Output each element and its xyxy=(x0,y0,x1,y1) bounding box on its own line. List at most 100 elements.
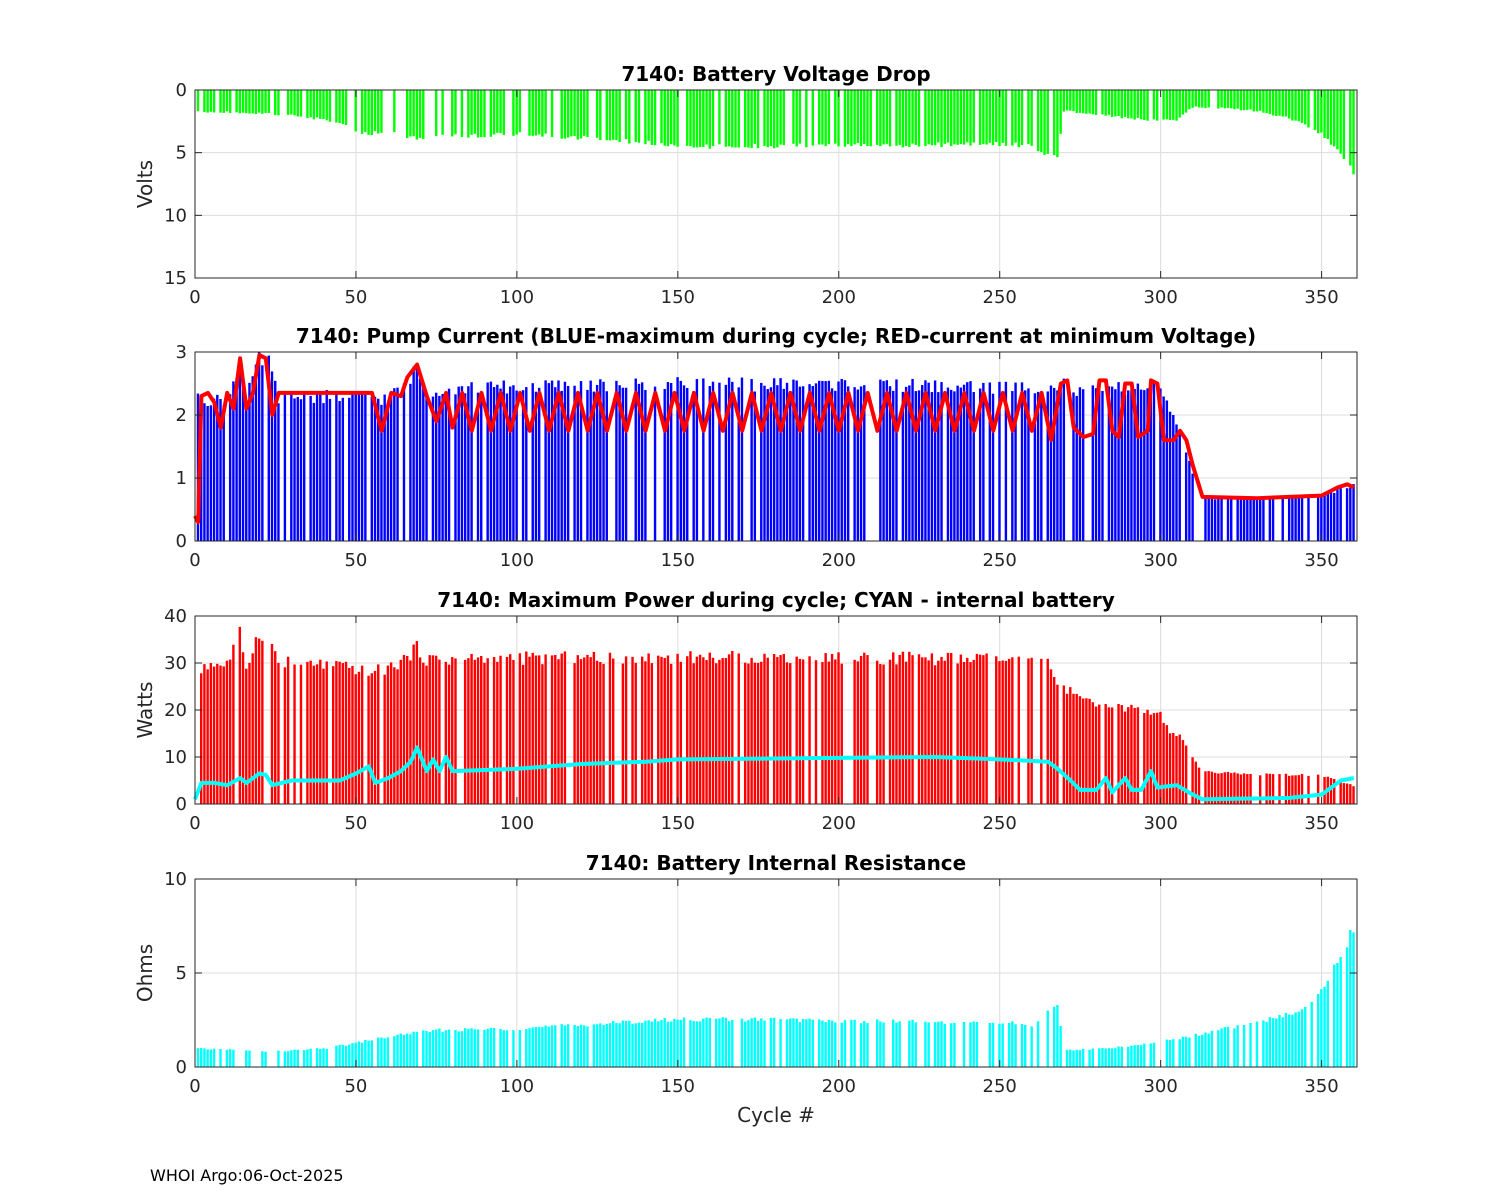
bar xyxy=(1336,90,1339,150)
bar xyxy=(1101,390,1104,541)
bar xyxy=(798,1022,802,1067)
bar xyxy=(969,90,972,146)
bar xyxy=(1339,488,1342,541)
bar xyxy=(454,1030,457,1067)
bar xyxy=(808,1018,811,1067)
bar xyxy=(1252,90,1255,112)
bar xyxy=(380,404,383,541)
bar xyxy=(319,1048,322,1067)
bar xyxy=(1094,90,1098,116)
bar xyxy=(1104,1048,1107,1067)
chart-title: 7140: Battery Voltage Drop xyxy=(621,62,930,86)
bar xyxy=(814,383,818,541)
x-tick-label: 200 xyxy=(822,550,856,571)
bar xyxy=(370,396,374,541)
bar xyxy=(856,661,860,804)
bar xyxy=(402,383,406,541)
y-tick-label: 30 xyxy=(164,653,187,674)
bar xyxy=(1104,90,1107,116)
bar xyxy=(605,391,608,541)
bar xyxy=(1078,387,1082,541)
bar xyxy=(270,371,274,541)
bar xyxy=(679,661,683,804)
bar xyxy=(480,655,483,804)
bar xyxy=(431,655,435,804)
bar xyxy=(612,1021,615,1067)
bar xyxy=(335,661,338,804)
bar xyxy=(1230,773,1233,804)
bar xyxy=(1316,90,1320,134)
bar xyxy=(206,1049,209,1067)
bar xyxy=(338,661,341,804)
bar xyxy=(924,1021,927,1067)
bar xyxy=(1139,1045,1143,1067)
x-tick-label: 0 xyxy=(189,550,200,571)
bar xyxy=(389,394,393,541)
bar xyxy=(624,387,628,541)
bar xyxy=(1320,989,1323,1067)
bar xyxy=(1304,90,1307,125)
bar xyxy=(325,661,328,804)
bar xyxy=(698,1021,702,1067)
bar xyxy=(653,386,657,541)
bar xyxy=(882,381,885,541)
bar xyxy=(277,662,280,804)
bar xyxy=(1223,90,1226,109)
bar xyxy=(634,90,637,143)
bar xyxy=(351,665,354,804)
bar xyxy=(1088,90,1091,114)
bar xyxy=(544,1025,547,1067)
bar xyxy=(1085,90,1088,114)
bar xyxy=(1110,1048,1114,1067)
bar xyxy=(528,90,531,136)
bar xyxy=(1094,706,1098,804)
bar xyxy=(1236,497,1239,541)
bar xyxy=(660,656,663,804)
bar xyxy=(1249,90,1252,110)
bar xyxy=(1226,90,1230,109)
x-tick-label: 100 xyxy=(500,550,534,571)
bar xyxy=(364,90,367,133)
bar xyxy=(772,654,776,804)
bar xyxy=(518,653,522,804)
bar xyxy=(776,90,779,148)
bar xyxy=(914,1022,917,1067)
bar xyxy=(470,653,473,804)
x-tick-label: 300 xyxy=(1143,287,1177,308)
bar xyxy=(1127,1046,1130,1067)
bar xyxy=(1297,90,1301,122)
x-tick-label: 200 xyxy=(822,287,856,308)
bar xyxy=(827,661,831,804)
bar xyxy=(1149,1043,1152,1067)
bar xyxy=(248,662,251,804)
bar xyxy=(904,661,908,804)
bar xyxy=(805,1019,808,1067)
bar xyxy=(299,90,303,117)
bar xyxy=(434,655,438,804)
bar xyxy=(325,90,328,121)
bar xyxy=(412,366,415,541)
bar xyxy=(640,656,644,804)
bar xyxy=(615,1022,618,1067)
bar xyxy=(541,90,544,137)
bar xyxy=(692,663,695,804)
bar xyxy=(827,380,831,541)
bar xyxy=(1091,702,1095,804)
bar xyxy=(1262,499,1265,541)
bar xyxy=(467,386,470,541)
bar xyxy=(299,664,303,804)
chart-title: 7140: Battery Internal Resistance xyxy=(586,851,966,875)
bar xyxy=(747,90,750,148)
bar xyxy=(1056,90,1059,158)
bar xyxy=(850,90,853,146)
bar xyxy=(583,1025,586,1067)
bar xyxy=(377,398,380,541)
bar xyxy=(650,90,654,145)
bar xyxy=(505,393,509,541)
bar xyxy=(669,383,673,541)
bar xyxy=(718,382,721,541)
bar xyxy=(737,90,740,148)
bar xyxy=(888,386,892,541)
bar xyxy=(1091,1048,1095,1067)
